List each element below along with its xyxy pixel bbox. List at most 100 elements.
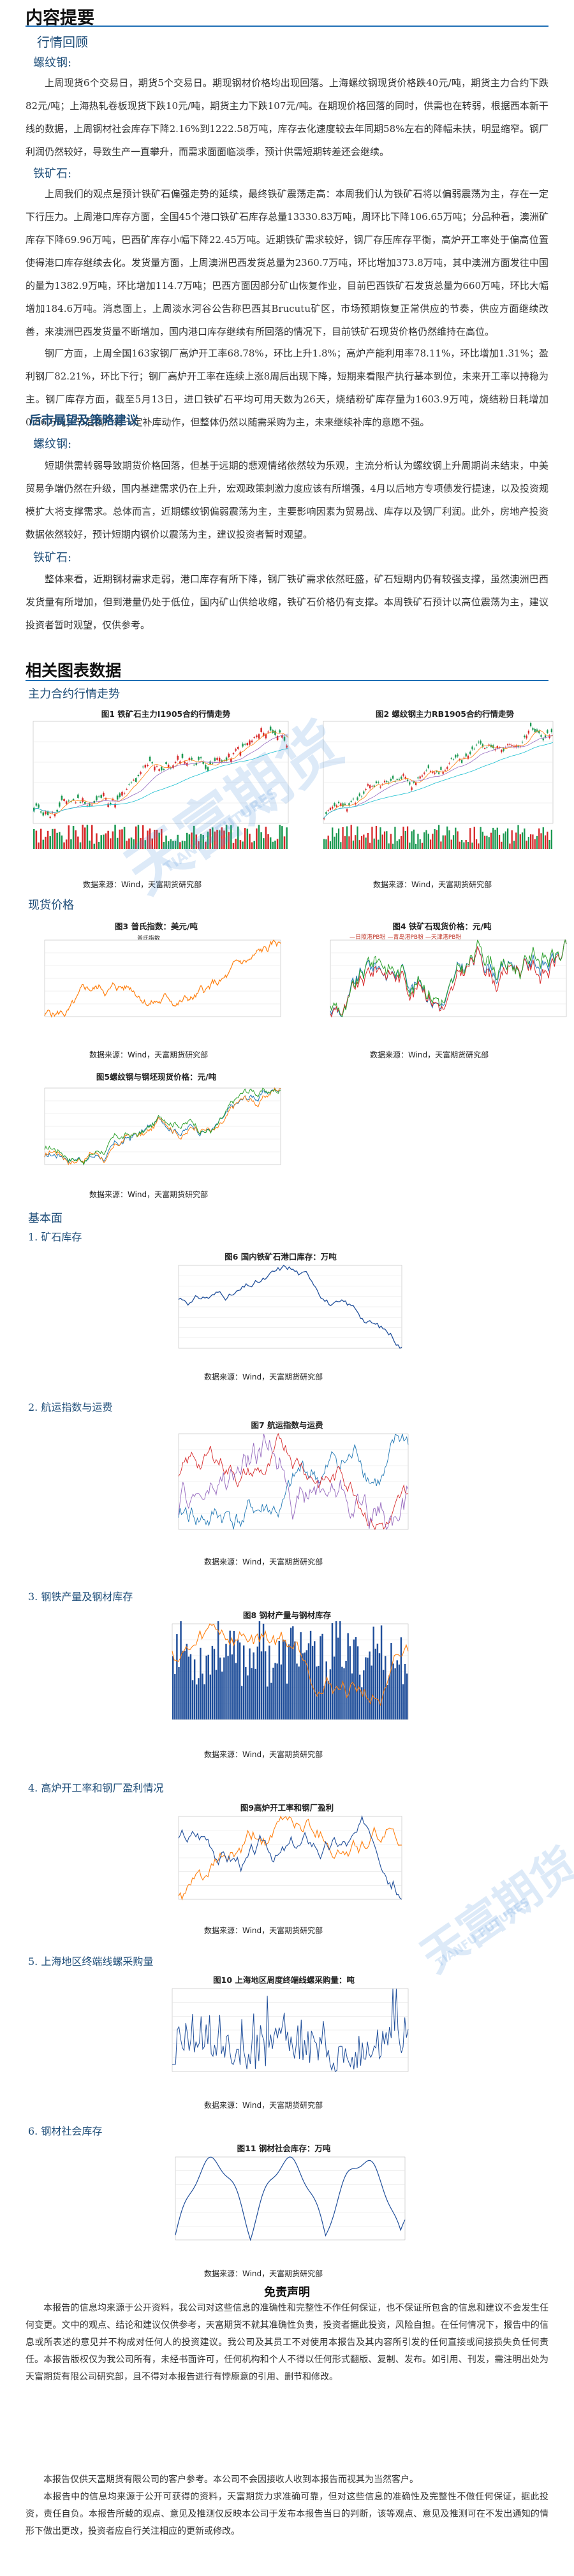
output-bar [207,1654,209,1719]
candle-body [480,740,482,744]
volume-bar [218,830,221,849]
chart-2-plot [323,721,554,849]
candle-body [530,723,532,726]
output-bar [323,1686,325,1719]
volume-bar [496,827,498,849]
output-bar [188,1656,190,1719]
candle-body [547,730,548,733]
candle-body [457,754,459,757]
output-bar [355,1637,357,1719]
candle-body [52,812,54,813]
candle-body [258,734,260,739]
candle-body [82,798,84,802]
candle-body [419,776,421,779]
volume-bar [457,831,459,849]
candle-body [446,767,448,769]
output-bar [235,1663,237,1719]
output-bar [176,1634,178,1719]
candle-body [390,779,392,781]
candle-body [114,804,116,808]
output-bar [406,1673,408,1719]
candle-body [469,751,471,754]
output-bar [365,1657,367,1719]
volume-bar [256,828,258,849]
volume-bar [249,834,251,849]
volume-bar [388,843,390,849]
output-bar [193,1659,196,1719]
volume-bar [237,826,239,849]
candle-body [126,788,128,790]
volume-bar [484,835,486,849]
candle-body [455,755,457,758]
output-bar [286,1683,288,1719]
output-bar [270,1682,272,1719]
output-bar [278,1640,280,1719]
output-bar [351,1673,353,1719]
output-bar [333,1656,335,1719]
volume-bar [86,825,89,849]
candle-body [242,743,244,747]
volume-bar [137,825,140,849]
volume-bar [360,835,363,849]
chart-7-title: 图7 航运指数与运费 [251,1420,323,1430]
volume-bar [406,826,409,849]
chart-9-source: 数据来源：Wind，天富期货研究部 [204,1926,323,1935]
candle-body [110,802,112,805]
label-rebar-outlook: 螺纹钢: [33,438,72,451]
candle-body [423,772,425,774]
candle-body [450,758,452,759]
volume-bar [327,835,329,849]
volume-bar [419,839,421,849]
volume-bar [205,841,207,849]
output-bar [311,1645,314,1719]
volume-bar [96,833,98,849]
output-bar [363,1670,365,1719]
review-iron-ore-text-1: 上周我们的观点是预计铁矿石偏强走势的延续，最终铁矿震荡走高：本周我们认为铁矿石将… [26,188,549,337]
volume-bar [429,839,432,849]
output-bar [196,1684,198,1719]
output-bar [217,1621,219,1719]
volume-bar [465,839,467,849]
volume-bar [404,830,406,849]
output-bar [202,1674,203,1719]
volume-bar [286,827,288,849]
chart-7-plot [178,1432,409,1531]
volume-bar [246,828,249,849]
output-bar [211,1645,214,1719]
volume-bar [54,828,56,849]
qingdao-pb-line [330,939,567,1018]
candle-body [198,756,200,760]
volume-bar [461,840,463,849]
volume-bar [209,828,211,849]
section-fundamentals: 基本面 [28,1212,63,1225]
candle-body [335,805,337,807]
volume-bar [38,842,40,849]
volume-bar [352,840,355,849]
volume-bar [244,828,246,849]
candle-body [337,802,340,804]
output-bar [298,1666,300,1719]
volume-bar [478,843,480,849]
volume-bar [415,843,417,849]
candle-body [413,781,415,783]
volume-bar [202,835,204,849]
volume-bar [444,835,446,849]
volume-bar [75,830,77,849]
chart-11-title: 图11 钢材社会库存：万吨 [237,2144,331,2153]
output-bar [284,1640,286,1719]
candle-body [151,762,153,763]
volume-bar [232,843,235,849]
candle-body [484,747,486,749]
disclaimer-p2: 本报告仅供天富期货有限公司的客户参考。本公司不会因接收人收到本报告而视其为当然客… [43,2475,418,2485]
output-bar [225,1644,227,1719]
candle-body [348,803,350,806]
candle-body [327,810,329,811]
candle-body [216,758,218,760]
candle-body [461,760,463,763]
volume-bar [413,829,415,849]
output-bar [258,1621,261,1719]
candle-body [517,746,519,747]
candle-body [200,757,202,758]
volume-bar [207,831,209,849]
plot-frame [323,721,554,824]
